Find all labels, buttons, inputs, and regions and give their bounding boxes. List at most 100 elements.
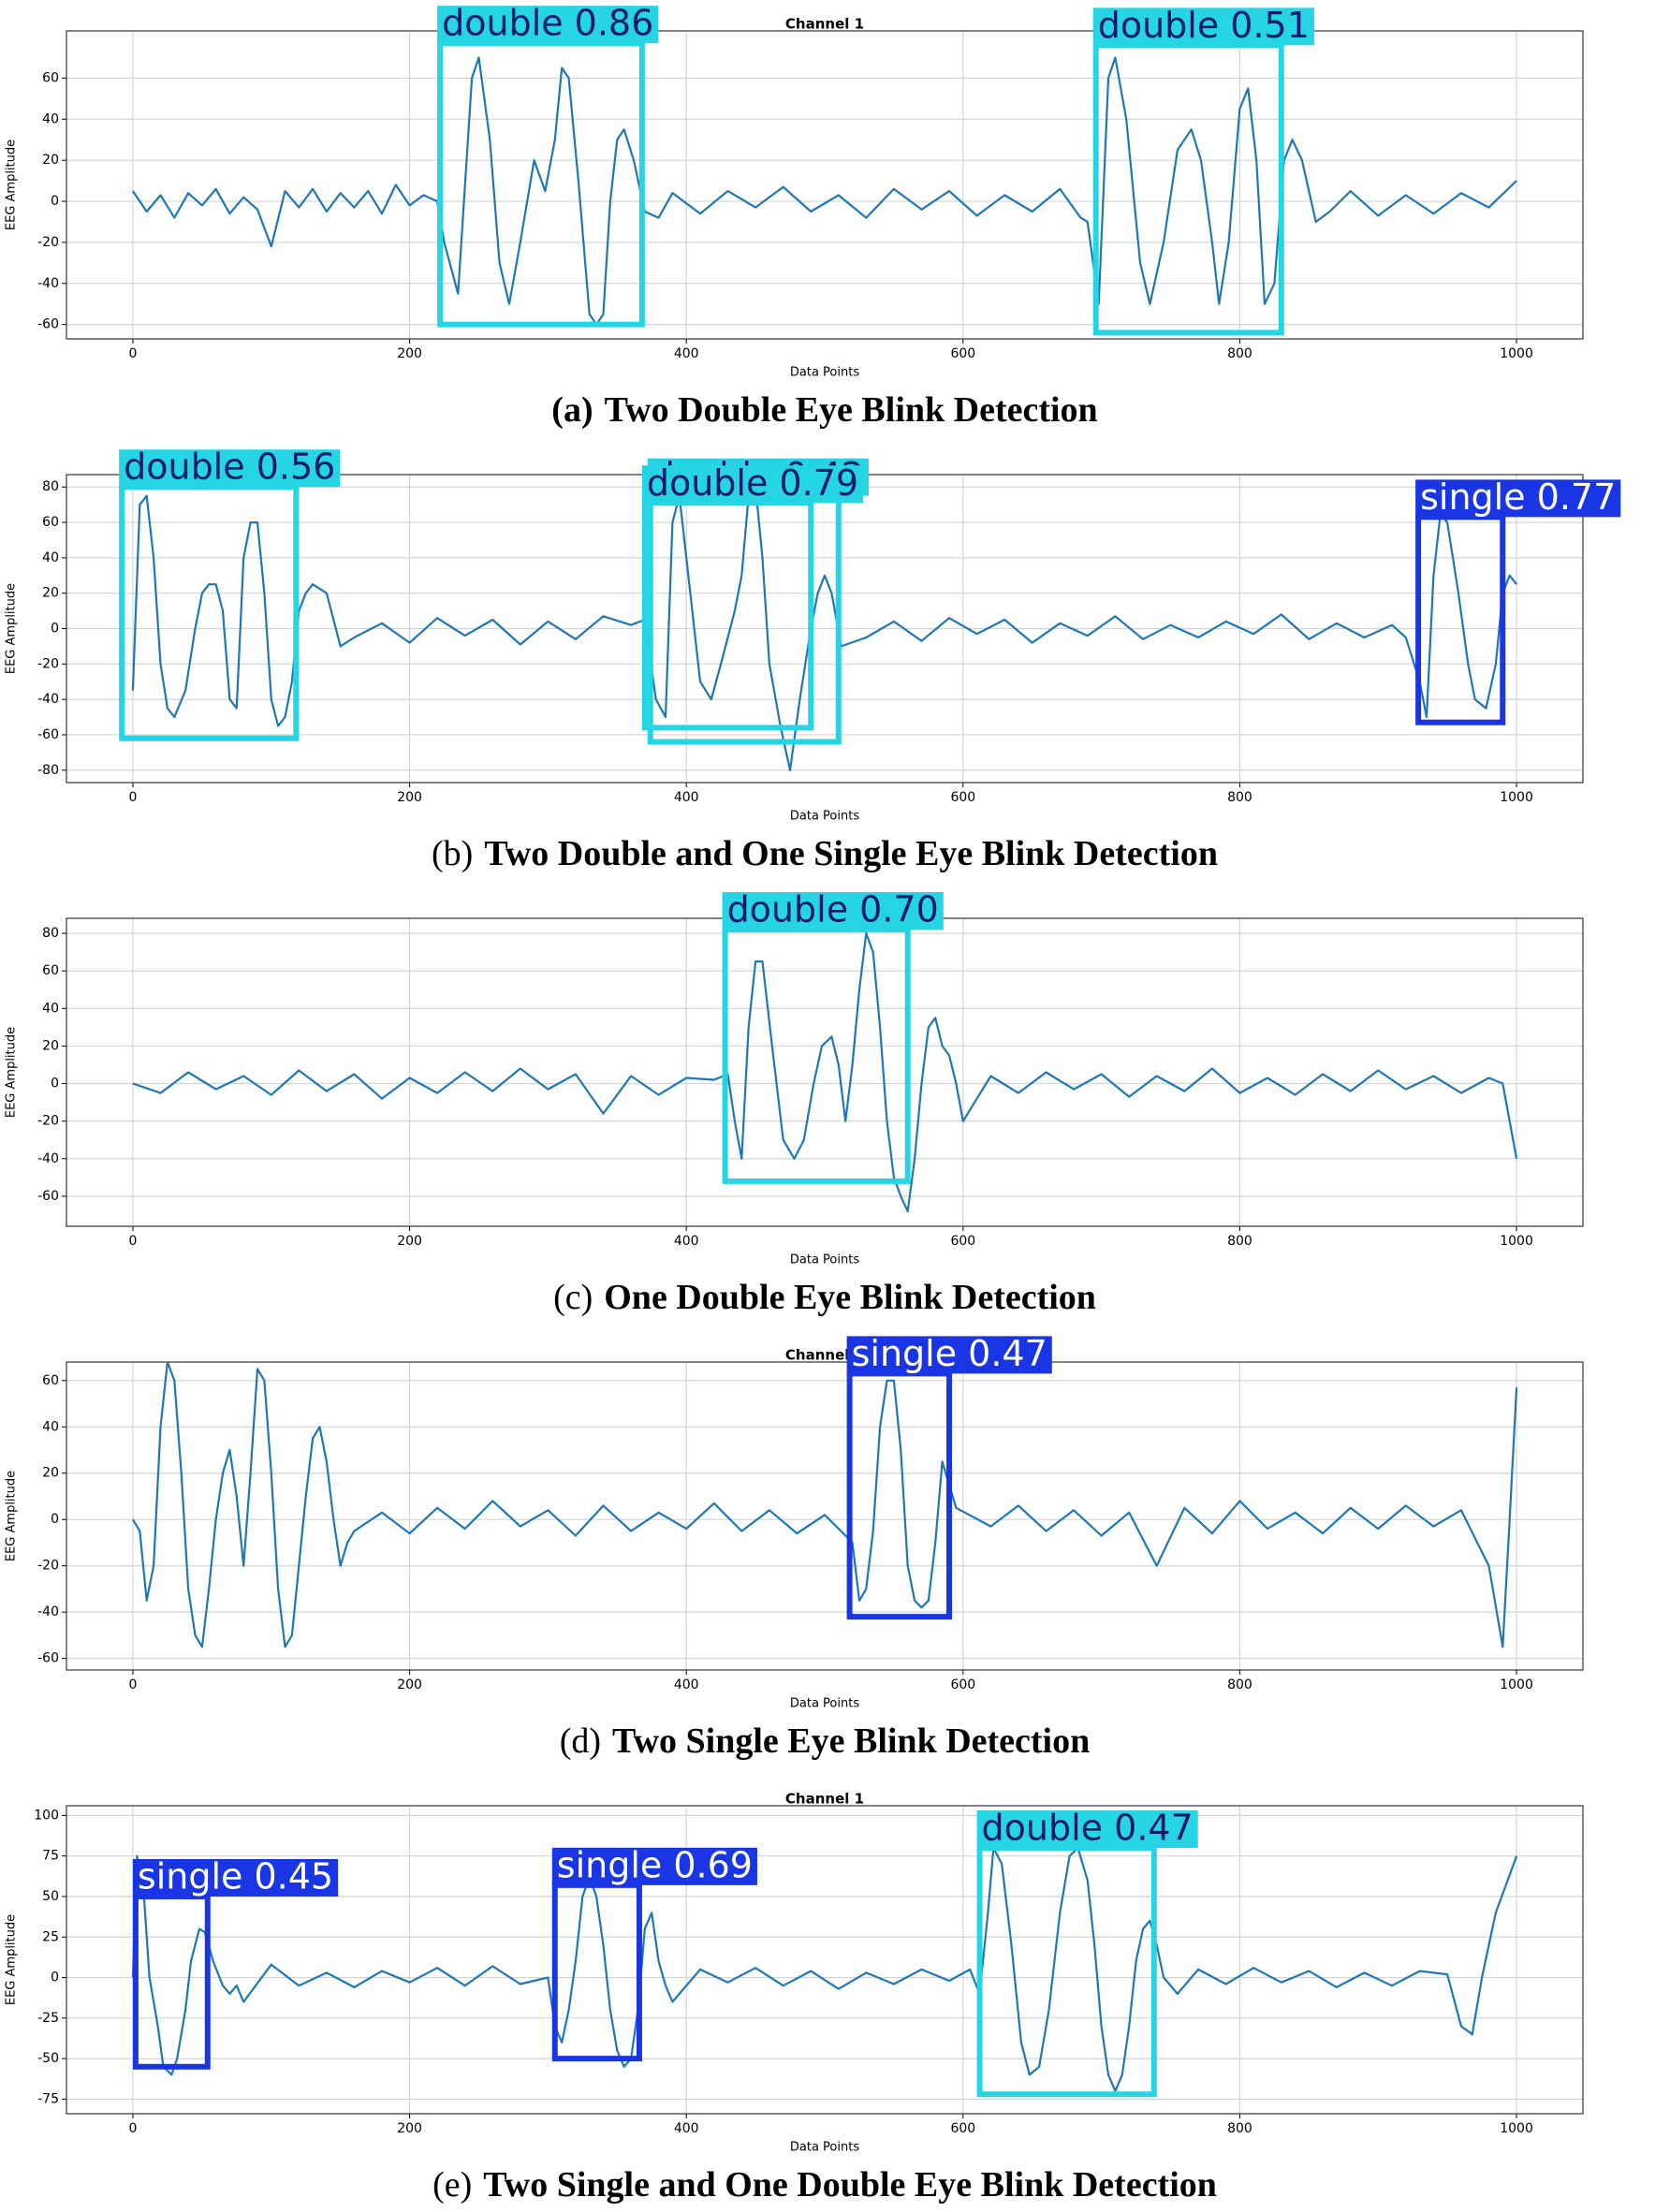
box-label: double 0.79 xyxy=(647,462,858,504)
y-tick-label: 20 xyxy=(42,586,59,601)
x-tick-label: 800 xyxy=(1227,2121,1252,2136)
panel: 02004006008001000-60-40-20020406080Chann… xyxy=(5,889,1584,1317)
y-tick-label: 50 xyxy=(42,1889,59,1904)
box-label: single 0.69 xyxy=(557,1844,753,1885)
y-tick-label: -40 xyxy=(37,276,59,291)
caption-label: (c) xyxy=(553,1278,593,1317)
panel: 02004006008001000-80-60-40-20020406080Ch… xyxy=(5,447,1621,873)
y-tick-label: 20 xyxy=(42,1466,59,1481)
caption: (d) Two Single Eye Blink Detection xyxy=(560,1721,1091,1761)
box-label-bg xyxy=(551,1847,757,1885)
y-tick-label: -40 xyxy=(37,1604,59,1619)
y-tick-label: 80 xyxy=(42,926,59,941)
box-label-bg xyxy=(437,6,659,44)
x-tick-label: 800 xyxy=(1227,790,1252,805)
signal xyxy=(131,1362,1518,1648)
x-tick-label: 400 xyxy=(674,790,699,805)
caption-label: (e) xyxy=(432,2165,472,2205)
signal xyxy=(132,931,1518,1213)
detection-box xyxy=(1415,514,1506,725)
y-tick-label: 20 xyxy=(42,153,59,168)
x-axis-label: Data Points xyxy=(790,1253,859,1267)
plot-frame xyxy=(66,30,1584,340)
detection-box xyxy=(976,1845,1157,2098)
y-tick-label: 80 xyxy=(42,479,59,494)
x-tick-label: 600 xyxy=(950,2121,975,2136)
panel: 0 200 400 600 800 1000 -75 -50 -25 0 25 50 75 100 Chan… xyxy=(5,1791,1584,2205)
y-tick-label: -20 xyxy=(37,235,59,250)
x-tick-label: 800 xyxy=(1227,1677,1252,1692)
box-label-bg xyxy=(722,892,944,930)
y-tick-label: -40 xyxy=(37,692,59,707)
signal-line xyxy=(131,1362,1518,1648)
caption-text: Two Single and One Double Eye Blink Dete… xyxy=(483,2165,1217,2205)
box-label: double 0.56 xyxy=(124,447,335,488)
chart-title: Channel 1 xyxy=(785,16,864,33)
x-tick-label: 200 xyxy=(397,790,422,805)
x-tick-label: 0 xyxy=(128,1677,137,1692)
y-tick-label: 25 xyxy=(42,1929,59,1944)
x-tick-label: 200 xyxy=(397,346,422,361)
signal xyxy=(131,56,1517,326)
y-tick-label: 40 xyxy=(42,1001,59,1016)
x-tick-label: 0 xyxy=(128,2121,137,2136)
x-tick-label: 0 xyxy=(128,346,137,361)
y-tick-label: 20 xyxy=(42,1038,59,1053)
caption-label: (b) xyxy=(432,834,473,873)
x-tick-label: 1000 xyxy=(1500,2121,1533,2136)
signal xyxy=(131,486,1517,771)
chart-title: Channel 1 xyxy=(785,1791,864,1808)
signal-line xyxy=(132,931,1518,1213)
detection-box xyxy=(846,1370,953,1620)
caption: (b) Two Double and One Single Eye Blink D… xyxy=(432,834,1218,873)
y-tick-label: 60 xyxy=(42,963,59,978)
y-tick-label: -80 xyxy=(37,763,59,778)
caption-label: (a) xyxy=(551,390,593,430)
caption-text: Two Double and One Single Eye Blink Dete… xyxy=(484,834,1218,873)
y-tick-label: 0 xyxy=(51,194,59,209)
box-label-bg xyxy=(132,1858,339,1897)
caption: (c) One Double Eye Blink Detection xyxy=(553,1278,1096,1317)
box-label-bg xyxy=(641,465,864,504)
x-axis-label: Data Points xyxy=(790,366,859,380)
caption: (a) Two Double Eye Blink Detection xyxy=(551,390,1097,430)
caption-label: (d) xyxy=(560,1721,601,1761)
y-tick-label: 40 xyxy=(42,550,59,565)
y-tick-label: -60 xyxy=(37,317,59,332)
y-tick-label: 40 xyxy=(42,111,59,126)
x-tick-label: 200 xyxy=(397,1677,422,1692)
y-tick-label: -60 xyxy=(37,1189,59,1204)
box-label: double 0.47 xyxy=(982,1808,1194,1849)
x-tick-label: 600 xyxy=(950,346,975,361)
y-tick-label: -60 xyxy=(37,1651,59,1666)
x-axis-label: Data Points xyxy=(790,2141,859,2155)
box-label: double 0.70 xyxy=(727,889,939,930)
x-tick-label: 1000 xyxy=(1500,790,1533,805)
y-axis-label: EEG Amplitude xyxy=(5,583,19,674)
x-tick-label: 0 xyxy=(128,1234,137,1249)
x-tick-label: 600 xyxy=(950,790,975,805)
y-tick-label: -50 xyxy=(37,2051,59,2066)
box-label: double 0.51 xyxy=(1098,5,1310,46)
x-tick-label: 600 xyxy=(950,1234,975,1249)
signal-line xyxy=(131,56,1517,326)
y-tick-label: 100 xyxy=(34,1808,59,1823)
x-tick-label: 0 xyxy=(128,790,137,805)
plot-frame xyxy=(66,1361,1584,1671)
y-axis-label: EEG Amplitude xyxy=(5,1914,19,2005)
x-tick-label: 1000 xyxy=(1500,1677,1533,1692)
signal-line xyxy=(131,1846,1518,2092)
x-tick-label: 800 xyxy=(1227,1234,1252,1249)
y-tick-label: 40 xyxy=(42,1419,59,1434)
x-tick-label: 200 xyxy=(397,2121,422,2136)
box-label-bg xyxy=(119,449,341,488)
box-label: single 0.47 xyxy=(852,1333,1047,1374)
x-tick-label: 1000 xyxy=(1500,1234,1533,1249)
box-label: double 0.86 xyxy=(442,3,653,44)
x-axis-label: Data Points xyxy=(790,810,859,824)
signal xyxy=(131,1846,1518,2092)
detection-box xyxy=(551,1882,642,2062)
x-tick-label: 400 xyxy=(674,1234,699,1249)
box-label-bg xyxy=(976,1810,1198,1849)
